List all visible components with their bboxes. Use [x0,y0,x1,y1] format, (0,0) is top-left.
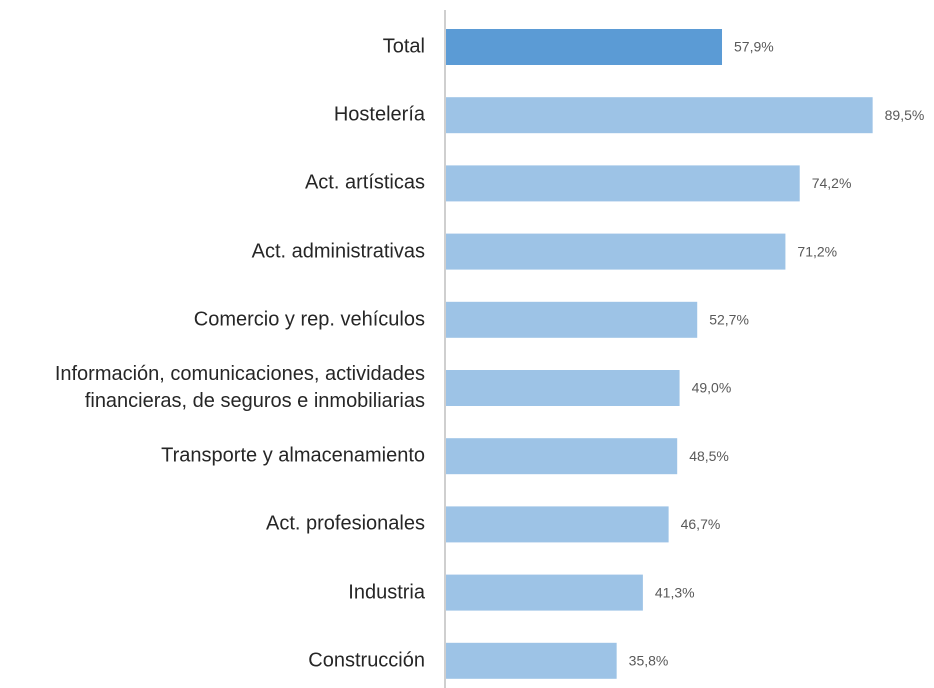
value-label: 71,2% [797,243,837,259]
bar [446,165,800,202]
bar [446,506,669,543]
value-label: 57,9% [734,39,774,55]
bar [446,438,678,475]
value-label: 48,5% [689,448,729,464]
bar [446,29,723,65]
bar [446,233,786,270]
category-label: Act. profesionales [266,512,425,535]
category-label: Hostelería [333,103,425,126]
value-label: 35,8% [629,653,669,669]
bar [446,301,698,338]
value-label: 74,2% [812,175,852,191]
category-label: Comercio y rep. vehículos [193,308,425,331]
bar [446,97,873,134]
category-label: Act. administrativas [251,240,425,263]
category-label: Total [382,35,425,58]
category-label: Construcción [308,649,425,672]
category-label: Transporte y almacenamiento [161,444,425,467]
bar [446,642,617,679]
value-label: 41,3% [655,584,695,600]
value-label: 49,0% [692,380,732,396]
category-label: Industria [348,581,425,604]
value-label: 52,7% [709,312,749,328]
category-label: Act. artísticas [304,171,425,194]
category-label: Información, comunicaciones, actividades… [54,363,425,412]
value-label: 89,5% [885,107,925,123]
bar [446,370,680,406]
bar [446,574,643,611]
value-label: 46,7% [681,516,721,532]
